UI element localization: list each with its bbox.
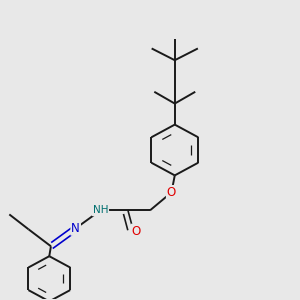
Text: NH: NH xyxy=(93,206,108,215)
Text: O: O xyxy=(131,225,141,238)
Text: N: N xyxy=(71,222,80,235)
Text: O: O xyxy=(167,186,176,199)
